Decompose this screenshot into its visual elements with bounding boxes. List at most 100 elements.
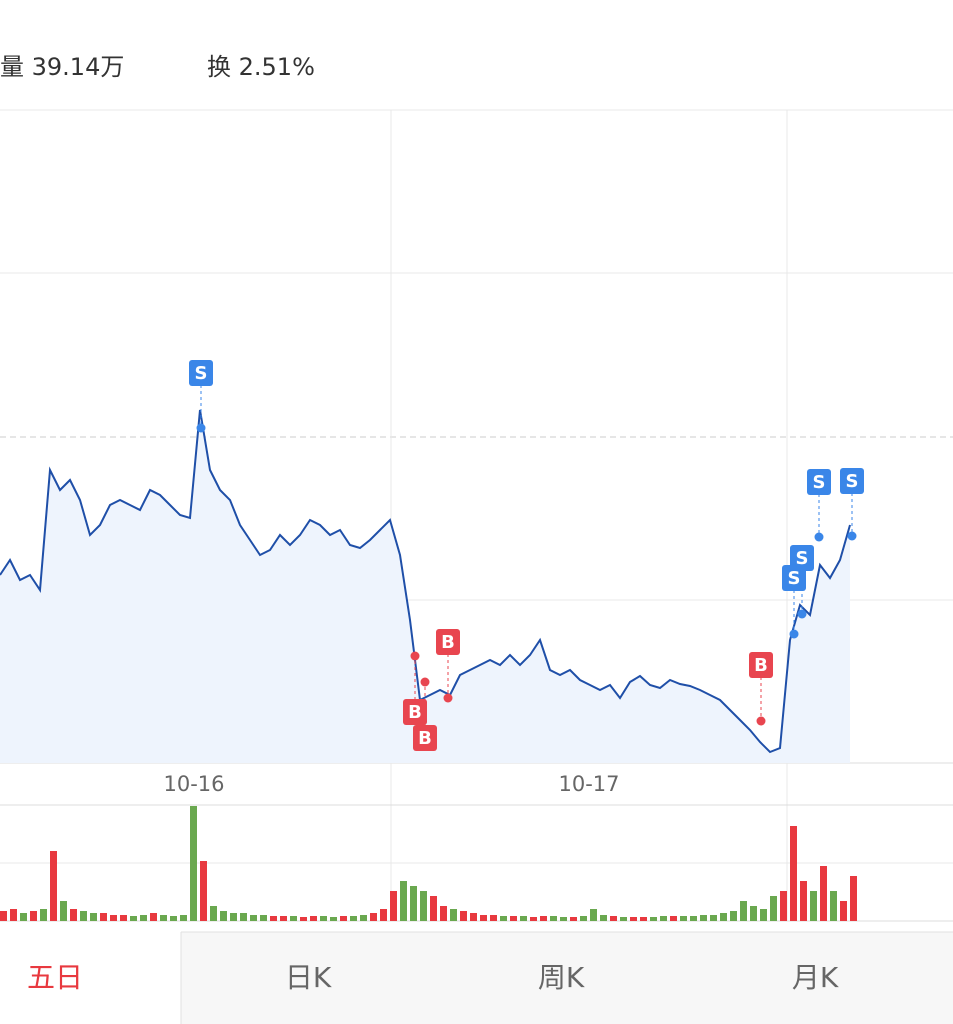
volume-bar [450, 909, 457, 921]
volume-bar [640, 917, 647, 921]
volume-bar [390, 891, 397, 921]
x-tick-label: 10-16 [163, 772, 224, 796]
volume-bar [250, 915, 257, 921]
marker-badge [403, 699, 427, 725]
volume-bar [670, 916, 677, 921]
marker-label: B [418, 728, 432, 749]
volume-bar [200, 861, 207, 921]
marker-label: S [195, 363, 208, 384]
tab-selected-bg [0, 932, 181, 1024]
volume-bar [830, 891, 837, 921]
volume-bar [810, 891, 817, 921]
volume-bar [50, 851, 57, 921]
volume-bar [660, 916, 667, 921]
volume-bar [770, 896, 777, 921]
volume-bar [400, 881, 407, 921]
volume-bar [740, 901, 747, 921]
marker-dot [756, 716, 766, 726]
volume-bar [840, 901, 847, 921]
marker-dot [443, 693, 453, 703]
volume-bar [520, 916, 527, 921]
volume-bar [90, 913, 97, 921]
volume-bar [210, 906, 217, 921]
marker-badge [840, 468, 864, 494]
volume-bar [130, 916, 137, 921]
volume-bar [510, 916, 517, 921]
volume-bar [310, 916, 317, 921]
marker-label: S [813, 472, 826, 493]
volume-bar [440, 906, 447, 921]
volume-bar [230, 913, 237, 921]
marker-dot [797, 609, 807, 619]
volume-bar [300, 917, 307, 921]
volume-bar [680, 916, 687, 921]
marker-label: S [796, 548, 809, 569]
volume-bar [570, 917, 577, 921]
volume-bar [170, 916, 177, 921]
volume-bar [20, 913, 27, 921]
volume-bar [780, 891, 787, 921]
marker-badge [436, 629, 460, 655]
volume-bar [330, 917, 337, 921]
volume-bar [720, 913, 727, 921]
volume-bar [710, 915, 717, 921]
marker-dot [196, 423, 206, 433]
marker-badge [782, 565, 806, 591]
volume-bar [290, 916, 297, 921]
marker-label: S [788, 568, 801, 589]
volume-bar [420, 891, 427, 921]
volume-bar [430, 896, 437, 921]
volume-bar [350, 916, 357, 921]
volume-bar [30, 911, 37, 921]
volume-bar [630, 917, 637, 921]
volume-bar [820, 866, 827, 921]
volume-bar [700, 915, 707, 921]
volume-bar [380, 909, 387, 921]
volume-bar [160, 915, 167, 921]
marker-dot [847, 531, 857, 541]
volume-bar [80, 911, 87, 921]
volume-bar [600, 915, 607, 921]
volume-bar [760, 909, 767, 921]
volume-bar [340, 916, 347, 921]
volume-bar [280, 916, 287, 921]
marker-dot [789, 629, 799, 639]
marker-badge [189, 360, 213, 386]
tab[interactable]: 月K [792, 961, 839, 994]
volume-bar [650, 917, 657, 921]
volume-bar [490, 915, 497, 921]
volume-bar [0, 911, 7, 921]
marker-badge [807, 469, 831, 495]
marker-label: B [754, 655, 768, 676]
marker-dot [814, 532, 824, 542]
turnover-stat: 换 2.51% [207, 53, 315, 81]
volume-bar [190, 806, 197, 921]
marker-badge [749, 652, 773, 678]
tab[interactable]: 周K [538, 961, 585, 994]
marker-label: B [408, 702, 422, 723]
volume-bar [620, 917, 627, 921]
volume-bar [260, 915, 267, 921]
volume-bar [560, 917, 567, 921]
tab[interactable]: 日K [285, 961, 332, 994]
volume-bar [180, 915, 187, 921]
volume-bar [540, 916, 547, 921]
volume-bar [850, 876, 857, 921]
volume-bar [140, 915, 147, 921]
volume-bar [530, 917, 537, 921]
volume-bar [590, 909, 597, 921]
volume-bar [550, 916, 557, 921]
price-area [0, 410, 850, 763]
marker-dot [410, 651, 420, 661]
volume-bar [730, 911, 737, 921]
volume-bar [150, 913, 157, 921]
volume-bar [790, 826, 797, 921]
marker-badge [790, 545, 814, 571]
marker-label: S [846, 471, 859, 492]
tab[interactable]: 五日 [27, 961, 83, 994]
price-line [0, 409, 851, 754]
volume-bar [220, 911, 227, 921]
volume-bar [360, 915, 367, 921]
